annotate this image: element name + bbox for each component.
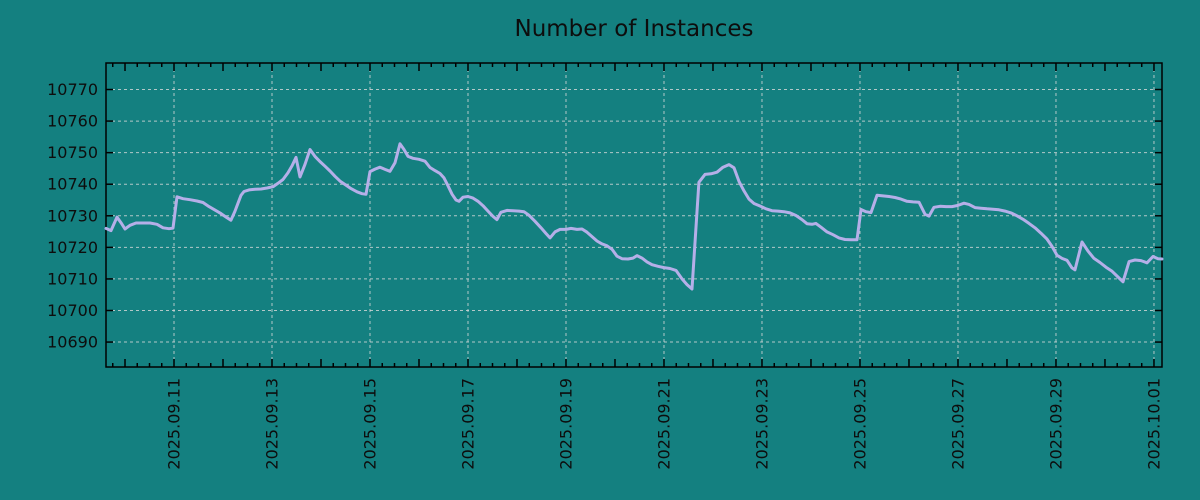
y-tick-label: 10690	[47, 333, 98, 352]
x-tick-label: 2025.09.29	[1046, 378, 1065, 470]
x-tick-label: 2025.09.23	[752, 378, 771, 470]
data-line	[104, 142, 1164, 291]
plot-frame	[105, 62, 1163, 368]
x-tick-label: 2025.10.01	[1144, 378, 1163, 470]
y-tick-label: 10710	[47, 269, 98, 288]
y-tick-label: 10770	[47, 80, 98, 99]
x-tick-label: 2025.09.25	[850, 378, 869, 470]
y-tick-label: 10760	[47, 112, 98, 131]
y-tick-label: 10740	[47, 175, 98, 194]
y-tick-label: 10700	[47, 301, 98, 320]
x-tick-label: 2025.09.17	[458, 378, 477, 470]
y-tick-label: 10750	[47, 143, 98, 162]
y-tick-label: 10720	[47, 238, 98, 257]
x-tick-label: 2025.09.21	[654, 378, 673, 470]
x-tick-label: 2025.09.27	[948, 378, 967, 470]
x-tick-label: 2025.09.11	[165, 378, 184, 470]
y-tick-label: 10730	[47, 206, 98, 225]
x-tick-label: 2025.09.15	[361, 378, 380, 470]
x-tick-label: 2025.09.13	[263, 378, 282, 470]
x-tick-label: 2025.09.19	[556, 378, 575, 470]
chart-title: Number of Instances	[514, 16, 754, 42]
